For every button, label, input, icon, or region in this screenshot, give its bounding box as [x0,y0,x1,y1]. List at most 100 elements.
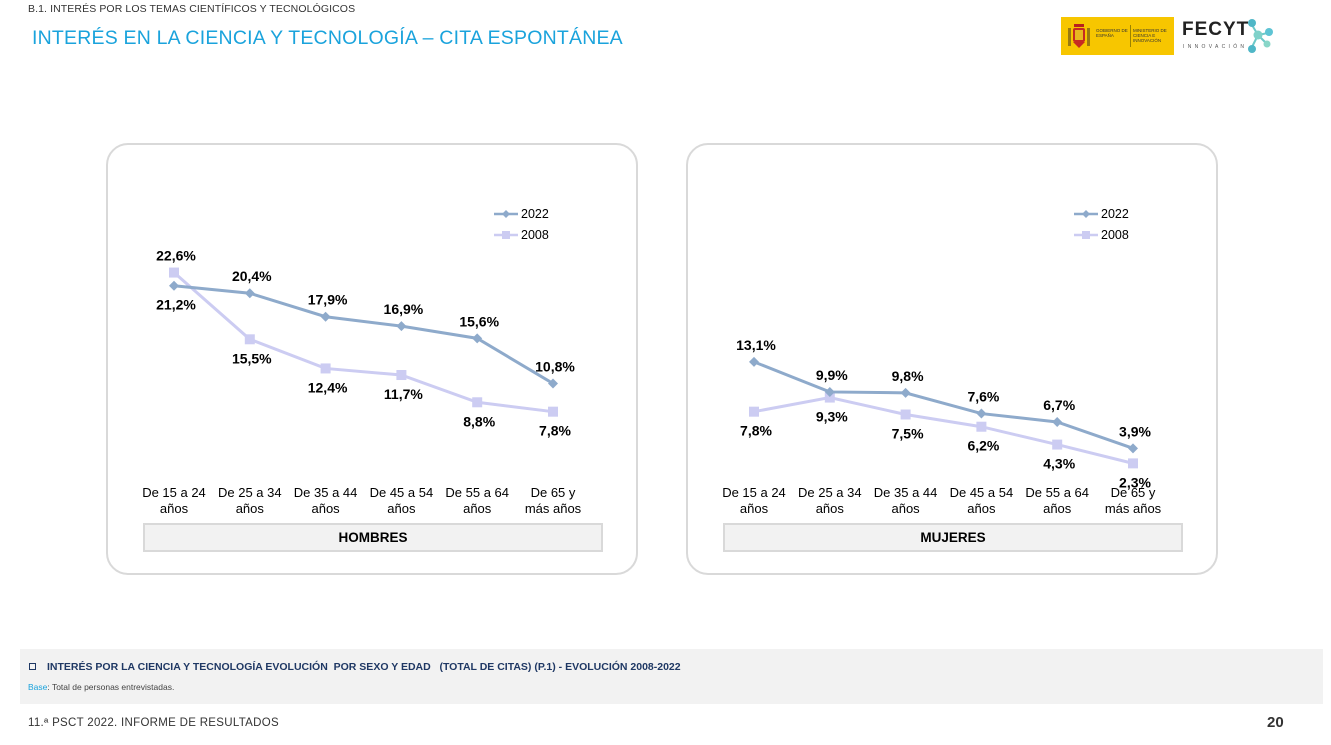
legend-marker-2022 [1082,210,1090,218]
data-label-2022-1: 9,9% [816,367,848,383]
x-tick-label: De 35 a 44 [294,485,358,500]
logo-divider [1130,25,1131,47]
data-label-2008-0: 7,8% [740,423,772,439]
fecyt-logo: FECYT INNOVACIÓN [1182,17,1282,57]
data-label-2022-0: 13,1% [736,337,776,353]
data-label-2022-1: 20,4% [232,268,272,284]
x-tick-label: De 45 a 54 [950,485,1014,500]
x-tick-label: años [463,501,492,516]
data-label-2008-3: 11,7% [384,386,423,402]
point-2008-1 [824,392,835,403]
point-2022-2 [320,311,331,322]
legend-label-2008: 2008 [521,228,549,242]
figure-caption: INTERÉS POR LA CIENCIA Y TECNOLOGÍA EVOL… [47,661,681,673]
series-line-2008 [753,396,1134,465]
point-2022-0 [749,356,759,367]
point-2022-4 [472,333,483,344]
point-2008-3 [976,421,987,432]
x-tick-label: De 15 a 24 [142,485,206,500]
x-tick-label: años [891,501,920,516]
base-text: : Total de personas entrevistadas. [47,682,175,692]
legend-label-2008: 2008 [1101,228,1129,242]
data-label-2022-5: 3,9% [1119,423,1151,439]
point-2008-2 [900,409,911,420]
x-tick-label: De 55 a 64 [445,485,509,500]
point-2008-3 [396,370,407,381]
point-2022-5 [1128,443,1138,454]
data-label-2008-0: 22,6% [156,248,196,264]
x-tick-label: De 55 a 64 [1025,485,1089,500]
point-2022-3 [396,321,407,332]
data-label-2022-3: 16,9% [384,301,424,317]
x-tick-label: De 45 a 54 [370,485,434,500]
x-tick-label: De 25 a 34 [798,485,862,500]
chart-panel-hombres: 2022 2008 21,2% 22,6% 20,4% 15,5% 17,9% 12,4% 16… [106,143,638,575]
government-logo: GOBIERNO DE ESPAÑA MINISTERIO DE CIENCIA… [1061,17,1174,55]
point-2008-0 [169,267,179,278]
point-2022-4 [1052,417,1063,428]
legend-marker-2008 [502,231,510,239]
x-tick-label: años [160,501,189,516]
x-tick-label: De 65 y [1111,485,1156,500]
data-label-2008-2: 12,4% [308,379,348,395]
molecule-icon [1248,19,1273,53]
data-label-2008-3: 6,2% [967,438,999,454]
line-chart-hombres: 2022 2008 21,2% 22,6% 20,4% 15,5% 17,9% 12,4% 16… [142,207,582,516]
x-tick-label: De 15 a 24 [722,485,786,500]
series-line-2008 [173,271,554,414]
data-label-2022-2: 17,9% [308,292,348,308]
government-text: GOBIERNO DE ESPAÑA [1096,28,1128,38]
point-2008-5 [548,406,558,417]
base-note: Base: Total de personas entrevistadas. [28,682,174,692]
x-tick-label: años [1043,501,1072,516]
point-2022-3 [976,408,987,419]
fecyt-name: FECYT [1182,19,1250,40]
data-label-2008-2: 7,5% [892,426,924,442]
point-2022-1 [824,386,835,397]
point-2008-5 [1128,458,1138,469]
point-2008-4 [472,397,483,408]
series-line-2022 [173,284,554,385]
base-label: Base [28,682,48,692]
coat-of-arms-icon [1068,24,1090,48]
fecyt-subtitle: INNOVACIÓN [1183,44,1248,50]
data-label-2022-3: 7,6% [967,389,999,405]
data-label-2022-2: 9,8% [892,368,924,384]
ministry-text: MINISTERIO DE CIENCIA E INNOVACIÓN [1133,28,1167,43]
x-tick-label: años [387,501,416,516]
x-tick-label: años [740,501,769,516]
point-2008-4 [1052,439,1063,450]
data-label-2008-4: 8,8% [463,413,495,429]
panel-label-hombres: HOMBRES [143,523,603,552]
page-title: INTERÉS EN LA CIENCIA Y TECNOLOGÍA – CIT… [32,27,623,49]
x-tick-label: años [236,501,265,516]
line-chart-mujeres: 2022 2008 13,1% 7,8% 9,9% 9,3% 9,8% 7,5% 7,6% 6,2… [722,207,1162,516]
point-2022-2 [900,387,911,398]
data-label-2008-1: 9,3% [816,409,848,425]
point-2022-1 [244,288,255,299]
point-2008-2 [320,363,331,374]
panel-label-mujeres: MUJERES [723,523,1183,552]
x-tick-label: De 25 a 34 [218,485,282,500]
data-label-2008-5: 2,3% [1119,474,1151,490]
section-label: B.1. INTERÉS POR LOS TEMAS CIENTÍFICOS Y… [28,3,356,15]
x-tick-label: más años [525,501,582,516]
legend-label-2022: 2022 [1101,207,1129,221]
data-label-2022-4: 15,6% [459,313,499,329]
figure-caption-band: INTERÉS POR LA CIENCIA Y TECNOLOGÍA EVOL… [20,649,1323,704]
data-label-2022-0: 21,2% [156,297,196,313]
data-label-2022-5: 10,8% [535,358,575,374]
x-tick-label: más años [1105,501,1162,516]
data-label-2008-5: 7,8% [539,423,571,439]
chart-panel-mujeres: 2022 2008 13,1% 7,8% 9,9% 9,3% 9,8% 7,5% 7,6% 6,2… [686,143,1218,575]
legend-marker-2008 [1082,231,1090,239]
point-2008-0 [749,406,759,417]
x-tick-label: De 65 y [531,485,576,500]
legend-marker-2022 [502,210,510,218]
x-tick-label: De 35 a 44 [874,485,938,500]
page-number: 20 [1267,714,1284,731]
x-tick-label: años [311,501,340,516]
data-label-2022-4: 6,7% [1043,397,1075,413]
x-tick-label: años [967,501,996,516]
point-2022-0 [169,280,179,291]
